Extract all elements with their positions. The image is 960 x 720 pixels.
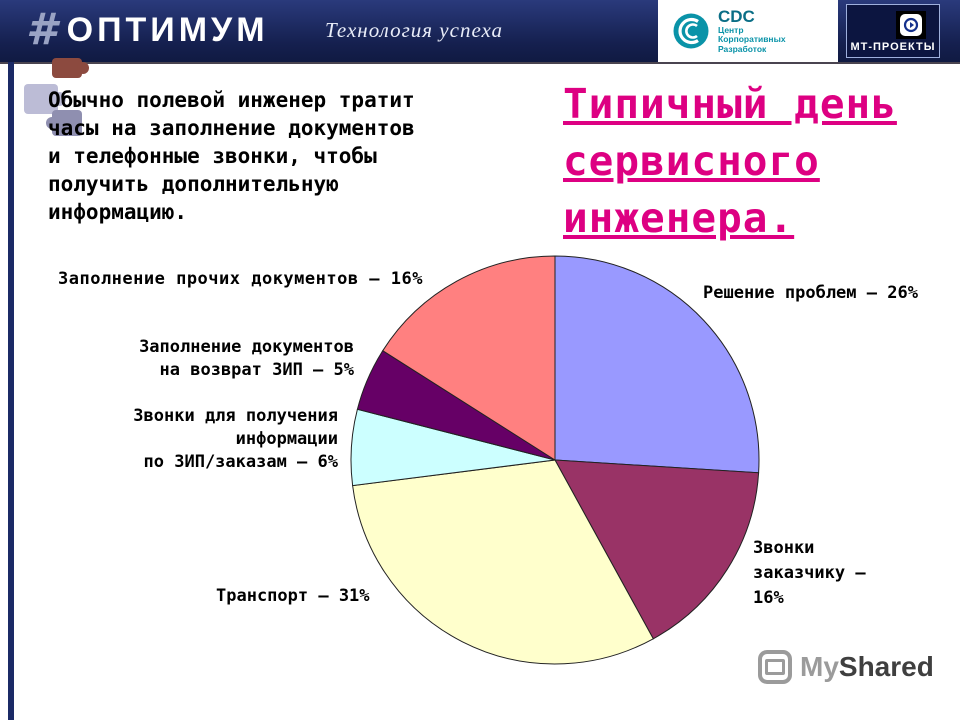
- header-bar: # ОПТИМУМ Технология успеха CDC Центр Ко…: [0, 0, 960, 64]
- cdc-subtitle: Центр Корпоративных Разработок: [718, 24, 786, 54]
- cdc-abbr: CDC: [718, 6, 755, 26]
- pie-slice: [382, 255, 556, 461]
- pie-label-other-docs: Заполнение прочих документов – 16%: [58, 269, 423, 289]
- myshared-text: MyShared: [800, 651, 934, 683]
- left-accent-stripe: [8, 62, 14, 720]
- myshared-watermark: MyShared: [758, 650, 934, 684]
- pie-label-problem-solving: Решение проблем – 26%: [703, 283, 918, 303]
- pie-label-return-docs: Заполнение документов на возврат ЗИП – 5…: [139, 337, 354, 380]
- myshared-icon: [758, 650, 792, 684]
- cdc-icon: [673, 13, 709, 49]
- watermark-shared: Shared: [838, 651, 934, 682]
- cdc-text: CDC Центр Корпоративных Разработок: [718, 6, 786, 55]
- cdc-logo: CDC Центр Корпоративных Разработок: [658, 0, 838, 62]
- pie-label-info-calls: Звонки для получения информации по ЗИП/з…: [133, 406, 338, 472]
- watermark-my: My: [800, 651, 839, 682]
- mt-projects-logo: МТ-ПРОЕКТЫ: [846, 4, 940, 58]
- brand-name: ОПТИМУМ: [66, 10, 269, 49]
- brand-logo: # ОПТИМУМ: [26, 8, 269, 52]
- intro-paragraph: Обычно полевой инженер тратит часы на за…: [48, 88, 415, 224]
- pie-slice: [352, 459, 654, 665]
- pie-slice: [554, 459, 760, 640]
- pie-label-customer-calls: Звонки заказчику – 16%: [753, 538, 866, 608]
- pie-label-transport: Транспорт – 31%: [216, 586, 370, 606]
- puzzle-hash-icon: #: [26, 4, 57, 55]
- mt-projects-icon: [896, 11, 926, 39]
- brand-tagline: Технология успеха: [325, 18, 504, 42]
- puzzle-decoration: [24, 58, 89, 136]
- mt-projects-label: МТ-ПРОЕКТЫ: [850, 41, 936, 53]
- pie-chart: [350, 255, 760, 665]
- pie-slice: [554, 255, 760, 474]
- slide-title: Типичный день сервисного инженера.: [563, 80, 897, 242]
